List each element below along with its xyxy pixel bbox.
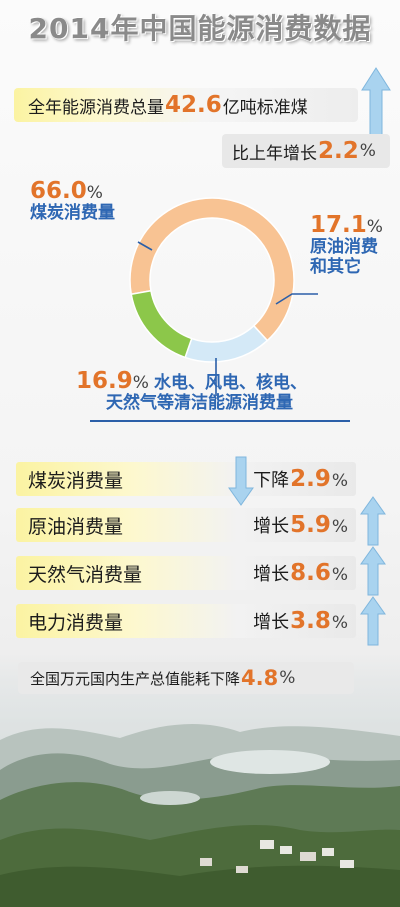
- up-arrow-icon: [360, 596, 386, 646]
- coal-row-label: 煤炭消费量: [28, 469, 124, 492]
- oil-row-value: 5.9: [290, 512, 331, 538]
- intensity-unit: %: [279, 668, 296, 688]
- growth-prefix: 比上年增长: [232, 143, 317, 164]
- landscape-illustration: [0, 680, 400, 907]
- clean-share-value: 16.9: [76, 368, 133, 394]
- clean-share-name-line1: 水电、风电、核电、: [154, 373, 307, 393]
- gas-row-label: 天然气消费量: [28, 563, 143, 586]
- intensity-prefix: 全国万元国内生产总值能耗下降: [30, 669, 241, 688]
- down-arrow-icon: [228, 456, 254, 506]
- gas-row-unit: %: [331, 565, 348, 585]
- coal-row-change-word: 下降: [253, 470, 290, 491]
- total-consumption-banner: 全年能源消费总量 42.6 亿吨标准煤: [14, 88, 358, 122]
- oil-leader-line: [275, 293, 318, 305]
- clean-label-underline: [90, 420, 350, 422]
- clean-share-unit: %: [132, 373, 149, 393]
- growth-unit: %: [359, 141, 376, 161]
- oil-share-unit: %: [366, 217, 383, 237]
- oil-share-name-line1: 原油消费: [310, 237, 378, 258]
- coal-share-unit: %: [86, 183, 103, 203]
- page-title: 2014年中国能源消费数据: [28, 12, 372, 45]
- oil-share-name-line2: 和其它: [310, 256, 361, 277]
- coal-slice-label: 66.0% 煤炭消费量: [30, 178, 115, 224]
- growth-banner: 比上年增长 2.2%: [222, 134, 390, 168]
- up-arrow-icon: [360, 496, 386, 546]
- power-row-label: 电力消费量: [28, 611, 124, 634]
- oil-row-change-word: 增长: [253, 516, 290, 537]
- oil-row-label: 原油消费量: [28, 515, 124, 538]
- coal-row-unit: %: [331, 471, 348, 491]
- gas-row-value: 8.6: [290, 560, 331, 586]
- coal-leader-line: [137, 241, 153, 251]
- clean-slice: [130, 289, 193, 359]
- clean-slice-label: 16.9% 水电、风电、核电、 天然气等清洁能源消费量: [76, 368, 307, 414]
- growth-value: 2.2: [318, 138, 359, 164]
- coal-share-value: 66.0: [30, 178, 87, 204]
- oil-change-row: 原油消费量 增长5.9%: [16, 508, 356, 542]
- up-arrow-icon: [360, 546, 386, 596]
- power-row-change-word: 增长: [253, 612, 290, 633]
- coal-slice: [129, 197, 295, 342]
- oil-slice-label: 17.1% 原油消费 和其它: [310, 212, 383, 278]
- total-suffix: 亿吨标准煤: [222, 97, 308, 118]
- oil-slice: [184, 324, 269, 363]
- oil-share-value: 17.1: [310, 212, 367, 238]
- coal-row-value: 2.9: [290, 466, 331, 492]
- power-change-row: 电力消费量 增长3.8%: [16, 604, 356, 638]
- gas-change-row: 天然气消费量 增长8.6%: [16, 556, 356, 590]
- oil-row-unit: %: [331, 517, 348, 537]
- coal-change-row: 煤炭消费量 下降2.9%: [16, 462, 356, 496]
- coal-share-name: 煤炭消费量: [30, 203, 115, 224]
- total-value: 42.6: [165, 92, 222, 118]
- power-row-unit: %: [331, 613, 348, 633]
- power-row-value: 3.8: [290, 608, 331, 634]
- energy-donut-chart: [129, 197, 318, 396]
- intensity-value: 4.8: [241, 666, 279, 690]
- total-prefix: 全年能源消费总量: [28, 97, 164, 118]
- energy-intensity-banner: 全国万元国内生产总值能耗下降 4.8%: [18, 662, 354, 694]
- gas-row-change-word: 增长: [253, 564, 290, 585]
- clean-share-name-line2: 天然气等清洁能源消费量: [106, 393, 293, 414]
